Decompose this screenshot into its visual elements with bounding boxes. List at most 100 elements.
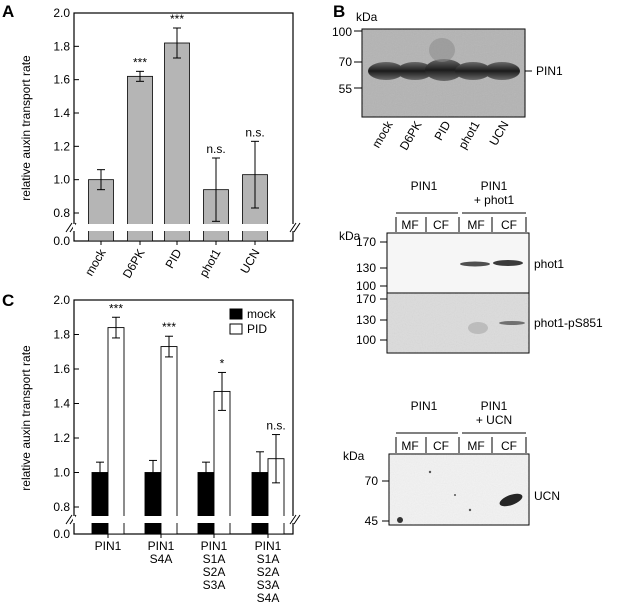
band-phot1-cf [493, 260, 523, 266]
panel-label-a: A [2, 2, 14, 21]
bar-d6pk [127, 75, 153, 242]
y-tick-label: 1.2 [53, 431, 70, 445]
blot-b-bot-group1: PIN1 [411, 399, 438, 413]
category-label-line: S3A [203, 578, 226, 592]
blot-b-mid-label-ps851: phot1-pS851 [534, 316, 603, 330]
y-tick-label: 0.0 [53, 527, 70, 541]
fraction-cf-4: CF [501, 439, 517, 453]
chart-a-categories: mock D6PK PID phot1 UCN [82, 241, 263, 281]
bar-pid-1 [107, 327, 125, 535]
lane-label-d6pk: D6PK [397, 119, 425, 153]
blot-b-bot-marker-70: 70 [365, 474, 379, 488]
chart-a-bars [88, 42, 268, 242]
band-phot1 [455, 62, 491, 80]
band-phot1-ps851 [499, 321, 525, 325]
blot-b-top-marker-70: 70 [339, 55, 353, 69]
y-tick-label: 1.6 [53, 73, 70, 87]
blot-b-mid-marker-100b: 100 [356, 333, 376, 347]
blot-b-mid-kda-label: kDa [339, 229, 361, 243]
blot-b-top: kDa 100 70 55 PIN1 mock D6PK PID phot1 U… [332, 10, 563, 153]
chart-a-axis-break [60, 222, 301, 233]
y-tick-label: 0.8 [53, 500, 70, 514]
blot-b-mid-marker-170b: 170 [356, 292, 376, 306]
significance-label: n.s. [245, 125, 264, 139]
significance-label: *** [162, 320, 176, 334]
band-pid-shift [429, 38, 455, 62]
blot-b-bot-kda-label: kDa [343, 449, 365, 463]
blot-b-mid-marker-130: 130 [356, 261, 376, 275]
y-tick-label: 0.0 [53, 234, 70, 248]
category-label-line: PIN1 [148, 539, 175, 553]
blot-b-top-marker-55: 55 [339, 82, 353, 96]
category-label-line: S2A [203, 565, 226, 579]
blot-b-top-kda-label: kDa [356, 10, 378, 24]
panel-label-b: B [333, 2, 345, 21]
chart-a-ylabel: relative auxin transport rate [19, 55, 33, 201]
y-tick-label: 1.8 [53, 328, 70, 342]
y-tick-label: 1.2 [53, 139, 70, 153]
significance-label: *** [170, 12, 184, 26]
legend-mock-swatch [229, 308, 243, 320]
legend-mock-label: mock [247, 307, 277, 321]
significance-label: * [220, 356, 225, 370]
band-mock [368, 62, 404, 80]
lane-label-pid: PID [431, 118, 453, 143]
category-label-line: S2A [257, 565, 280, 579]
band-pid [425, 59, 463, 81]
y-tick-label: 1.8 [53, 39, 70, 53]
blot-b-mid-marker-170: 170 [356, 235, 376, 249]
blot-b-top-band-label: PIN1 [536, 64, 563, 78]
band-phot1-mf [460, 261, 490, 267]
category-label-mock: mock [82, 246, 109, 279]
category-label-pid: PID [162, 246, 184, 271]
chart-c-bars [91, 327, 285, 535]
significance-label: *** [133, 55, 147, 69]
y-tick-label: 2.0 [53, 293, 70, 307]
band-ucn [484, 62, 520, 80]
y-tick-label: 2.0 [53, 6, 70, 20]
blot-b-mid-group1: PIN1 [411, 179, 438, 193]
blot-b-mid-group2-line2: + phot1 [474, 193, 515, 207]
chart-a: relative auxin transport rate 0.0 0.8 1.0 1… [19, 6, 301, 281]
band-d6pk [397, 62, 433, 80]
bar-pid [164, 42, 190, 242]
fraction-mf-1: MF [401, 218, 418, 232]
blot-b-bot-label-ucn: UCN [534, 489, 560, 503]
category-label-line: S4A [150, 552, 173, 566]
category-label-line: PIN1 [95, 539, 122, 553]
lane-label-ucn: UCN [486, 119, 511, 149]
y-tick-label: 1.6 [53, 362, 70, 376]
y-tick-label: 0.8 [53, 206, 70, 220]
band-ucn-cf [499, 493, 523, 507]
legend-pid-swatch [229, 323, 243, 335]
chart-c-legend: mock PID [229, 307, 277, 336]
category-label-phot1: phot1 [196, 246, 223, 279]
fraction-mf-3: MF [401, 439, 418, 453]
category-label-line: S3A [257, 578, 280, 592]
fraction-mf-4: MF [467, 439, 484, 453]
chart-c-axis-break [60, 514, 301, 525]
lane-label-phot1: phot1 [455, 118, 482, 151]
category-label-line: S1A [203, 552, 226, 566]
panel-label-c: C [2, 291, 14, 310]
y-tick-label: 1.0 [53, 466, 70, 480]
y-tick-label: 1.0 [53, 173, 70, 187]
blot-b-mid-marker-100: 100 [356, 279, 376, 293]
chart-a-ticks: 0.0 0.8 1.0 1.2 1.4 1.6 1.8 2.0 [53, 6, 79, 248]
category-label-line: PIN1 [201, 539, 228, 553]
lane-label-mock: mock [369, 118, 396, 151]
legend-pid-label: PID [247, 322, 267, 336]
chart-c-errorbars [96, 316, 280, 494]
fraction-cf-2: CF [501, 218, 517, 232]
blot-b-mid: PIN1 PIN1 + phot1 MF CF MF CF kDa 170 13… [339, 179, 603, 354]
category-label-line: PIN1 [255, 539, 282, 553]
category-label-d6pk: D6PK [120, 247, 148, 281]
blot-b-mid-marker-130b: 130 [356, 313, 376, 327]
blot-b-bot: PIN1 PIN1 + UCN MF CF MF CF kDa 70 45 UC… [343, 399, 560, 528]
y-tick-label: 1.4 [53, 397, 70, 411]
bar-pid-3 [213, 390, 231, 535]
significance-label: n.s. [266, 419, 285, 433]
chart-c-frame [73, 299, 294, 535]
fraction-cf-1: CF [433, 218, 449, 232]
